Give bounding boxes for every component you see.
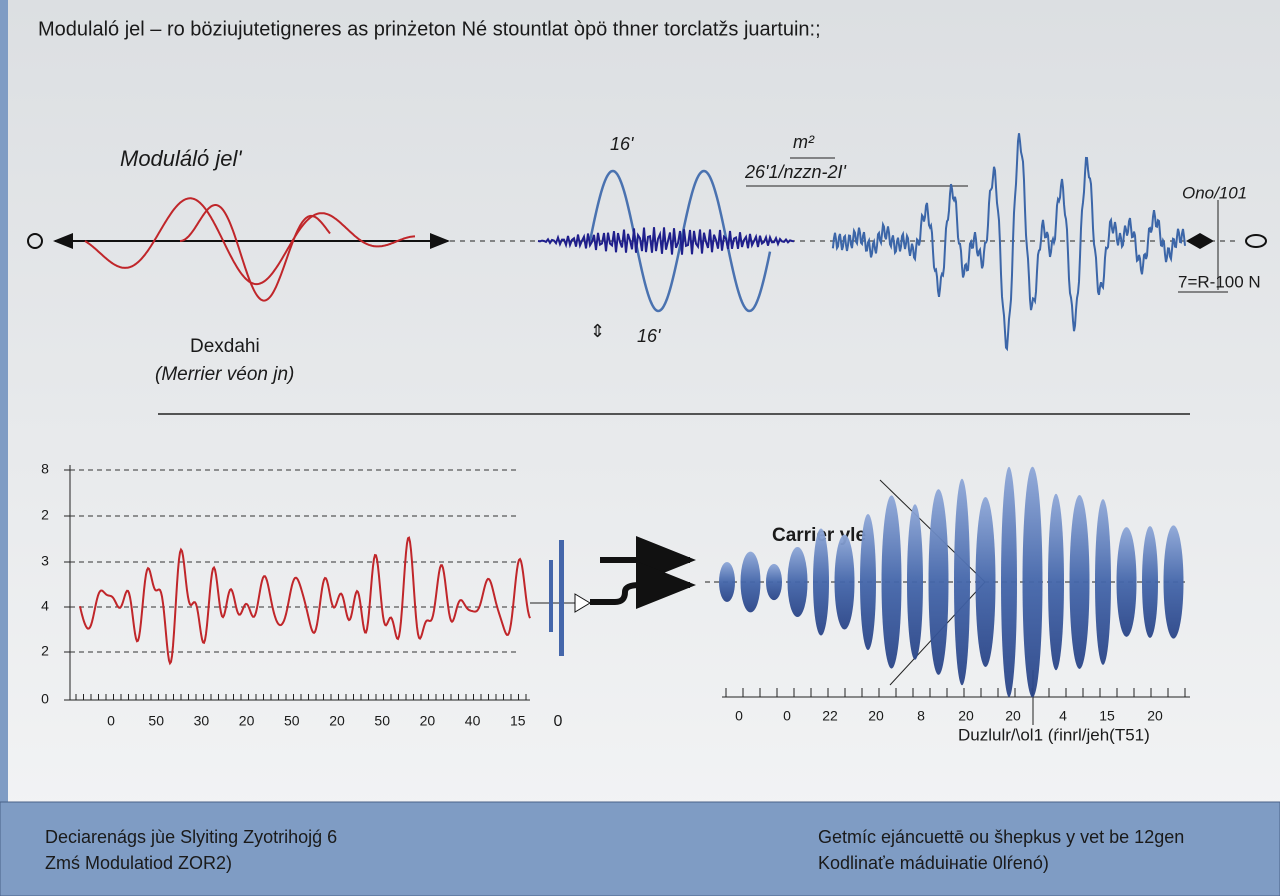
waveform — [537, 227, 795, 255]
x-tick-label: 4 — [1059, 708, 1067, 724]
label: 16' — [637, 326, 661, 346]
envelope-lobe — [928, 489, 949, 675]
label: 26'1/nzzn-2I' — [744, 162, 846, 182]
icon — [27, 233, 43, 249]
x-tick-label: 40 — [465, 713, 481, 729]
envelope-lobe — [787, 546, 808, 618]
x-tick-label: 0 — [783, 708, 791, 724]
x-tick-label: 0 — [735, 708, 743, 724]
arrow — [590, 561, 696, 609]
y-tick-label: 2 — [41, 507, 49, 523]
envelope-lobe — [834, 534, 855, 630]
bottom-right: Carrier yle Duzlulr/\ol1 (ŕinrl/jeh(T51)… — [705, 466, 1190, 744]
x-tick-label: 50 — [284, 713, 300, 729]
envelope-lobe — [719, 562, 735, 602]
envelope-lobe — [1001, 466, 1017, 698]
y-tick-label: 4 — [41, 598, 49, 614]
label: (Merrier véon jn) — [155, 364, 294, 385]
icon — [1245, 234, 1267, 248]
x-tick-label: 15 — [1099, 708, 1115, 724]
label: m² — [793, 132, 815, 152]
envelope-lobe — [1048, 493, 1064, 671]
arrow — [574, 593, 591, 613]
bar — [559, 540, 564, 656]
x-tick-label: 15 — [510, 713, 526, 729]
label: 7=R-100 N — [1178, 272, 1261, 291]
title: Modulaló jel – ro böziujutetigneres as p… — [38, 18, 821, 40]
label: Dexdahi — [190, 336, 260, 357]
bar — [549, 560, 553, 632]
icon: ⇕ — [590, 321, 605, 341]
footer-band — [0, 801, 1280, 896]
waveform — [79, 536, 531, 666]
envelope-lobe — [766, 563, 782, 601]
x-tick-label: 20 — [1005, 708, 1021, 724]
x-tick-label: 0 — [554, 713, 563, 730]
waveform — [588, 169, 772, 313]
envelope-lobe — [881, 495, 902, 669]
label: Ono/101 — [1182, 183, 1247, 202]
edge — [0, 0, 8, 896]
envelope-lobe — [740, 551, 761, 613]
y-tick-label: 3 — [41, 553, 49, 569]
envelope-lobe — [1069, 495, 1090, 669]
x-tick-label: 20 — [868, 708, 884, 724]
waveform — [831, 133, 1186, 352]
y-tick-label: 0 — [41, 691, 49, 707]
y-tick-label: 8 — [41, 461, 49, 477]
envelope-lobe — [1022, 466, 1043, 698]
x-tick-label: 0 — [107, 713, 115, 729]
footer-text: Deciarenágs jùe Slyiting Zyotrihojǵ 6 — [45, 827, 337, 847]
footer-text: Getmíc ejáncuettē ou šhepkus y vet be 12… — [818, 827, 1184, 847]
envelope-lobe — [1116, 527, 1137, 637]
waveform — [179, 204, 331, 302]
x-tick-label: 20 — [329, 713, 345, 729]
envelope-lobe — [1095, 499, 1111, 665]
caption: Duzlulr/\ol1 (ŕinrl/jeh(T51) — [958, 725, 1150, 744]
top-section: Modulálό jel' Dexdahi (Merrier véon jn) … — [27, 132, 1267, 415]
footer-text: Zmś Modulatiod ZOR2) — [45, 853, 232, 873]
envelope-lobe — [860, 513, 876, 651]
y-tick-label: 2 — [41, 643, 49, 659]
x-tick-label: 20 — [958, 708, 974, 724]
x-tick-label: 50 — [148, 713, 164, 729]
x-tick-label: 30 — [194, 713, 210, 729]
x-tick-label: 20 — [1147, 708, 1163, 724]
x-tick-label: 50 — [374, 713, 390, 729]
diamond — [1186, 233, 1214, 249]
x-tick-label: 20 — [239, 713, 255, 729]
footer-text: Kodlinaťe máduiнatie 0lŕenó) — [818, 853, 1049, 873]
envelope-lobe — [975, 497, 996, 667]
x-tick-label: 22 — [822, 708, 838, 724]
envelope-lobe — [813, 528, 829, 636]
envelope-lobe — [907, 504, 923, 660]
label: Modulálό jel' — [120, 146, 242, 171]
envelope-lobe — [1163, 525, 1184, 639]
envelope-lobe — [954, 478, 970, 686]
envelope-lobe — [1142, 526, 1158, 638]
label: 16' — [610, 134, 634, 154]
x-tick-label: 20 — [420, 713, 436, 729]
x-tick-label: 8 — [917, 708, 925, 724]
